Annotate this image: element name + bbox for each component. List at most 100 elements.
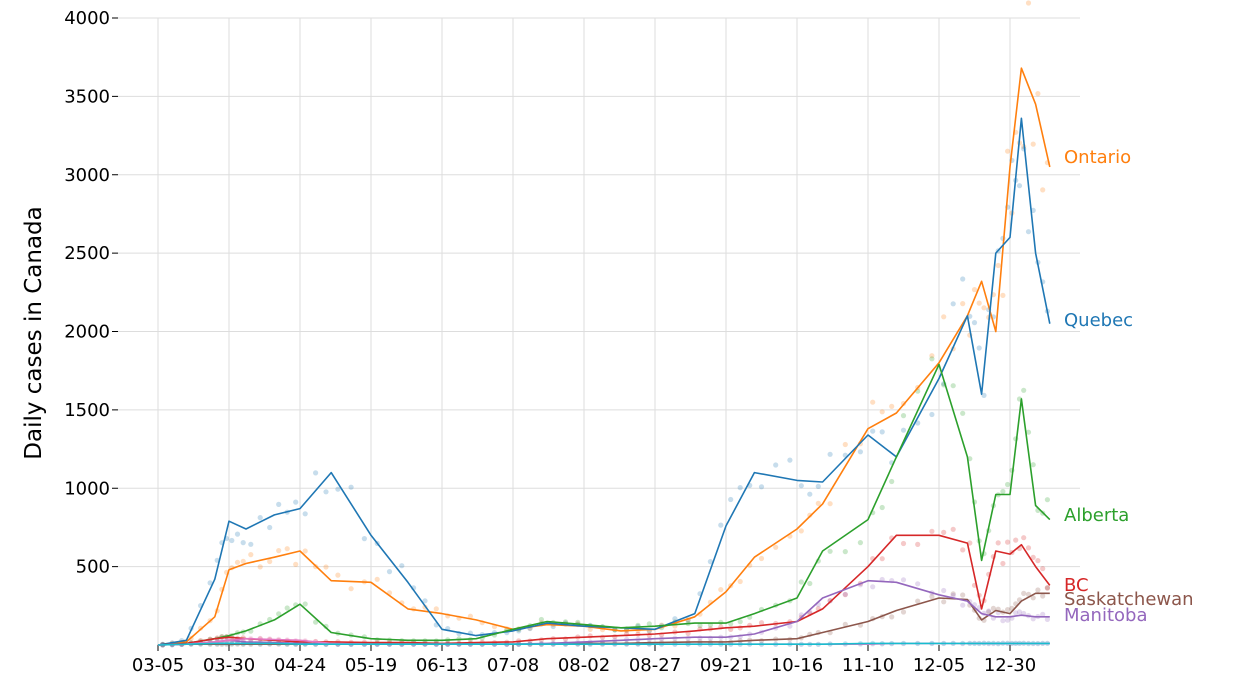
scatter-point: [807, 580, 813, 587]
scatter-point: [773, 462, 779, 468]
scatter-point: [1000, 488, 1006, 495]
scatter-point: [798, 528, 804, 534]
scatter-point: [900, 540, 907, 547]
series-label-manitoba: Manitoba: [1064, 605, 1148, 626]
scatter-point: [1030, 554, 1036, 561]
scatter-point: [1025, 429, 1032, 435]
scatter-point: [967, 540, 973, 546]
scatter-point: [1040, 611, 1046, 618]
scatter-point: [1035, 558, 1041, 564]
scatter-point: [257, 515, 263, 521]
x-tick-label: 09-21: [700, 655, 752, 676]
scatter-point: [422, 598, 428, 604]
scatter-point: [929, 528, 935, 534]
y-tick-label: 4000: [64, 8, 110, 29]
scatter-point: [950, 383, 956, 389]
x-tick-label: 05-19: [345, 655, 397, 676]
scatter-point: [986, 609, 992, 615]
scatter-point: [960, 276, 966, 282]
grid: [118, 17, 1080, 645]
scatter-point: [737, 485, 743, 491]
y-tick-label: 500: [76, 557, 110, 578]
scatter-point: [900, 577, 907, 583]
x-tick-label: 08-27: [629, 655, 681, 676]
scatter-point: [900, 427, 907, 433]
x-tick-label: 03-05: [132, 655, 184, 676]
scatter-point: [1044, 585, 1050, 591]
scatter-point: [1040, 566, 1046, 572]
scatter-point: [889, 614, 895, 620]
scatter-point: [960, 410, 966, 416]
scatter-point: [234, 531, 241, 537]
scatter-point: [1035, 587, 1041, 593]
scatter-point: [1005, 617, 1011, 623]
series-lines: [157, 67, 1051, 646]
scatter-point: [718, 587, 724, 593]
series-label-alberta: Alberta: [1064, 505, 1129, 526]
scatter-point: [1044, 497, 1050, 503]
scatter-point: [1030, 595, 1036, 601]
scatter-point: [433, 606, 439, 612]
scatter-point: [276, 548, 282, 554]
scatter-point: [1035, 91, 1041, 97]
scatter-point: [889, 478, 895, 485]
scatter-point: [302, 601, 308, 607]
scatter-point: [284, 605, 290, 611]
scatter-point: [950, 591, 956, 597]
scatter-point: [1025, 229, 1032, 235]
scatter-point: [538, 616, 545, 623]
scatter-point: [323, 564, 329, 570]
scatter-point: [1005, 148, 1011, 154]
scatter-point: [870, 428, 876, 434]
scatter-point: [248, 541, 254, 547]
scatter-point: [981, 392, 987, 398]
scatter-point: [737, 578, 743, 585]
scatter-point: [240, 540, 246, 546]
scatter-point: [646, 621, 652, 627]
series-label-bc: BC: [1064, 575, 1089, 596]
scatter-point: [950, 526, 956, 532]
scatter-point: [1005, 539, 1011, 545]
scatter-point: [986, 608, 992, 614]
y-tick-label: 3500: [64, 86, 110, 107]
scatter-point: [240, 558, 246, 564]
scatter-point: [248, 552, 254, 558]
scatter-point: [1016, 609, 1023, 615]
scatter-point: [1025, 0, 1032, 6]
series-line-quebec: [157, 117, 1051, 646]
scatter-point: [707, 635, 714, 641]
scatter-point: [361, 536, 367, 542]
scatter-point: [929, 594, 935, 600]
scatter-point: [1044, 616, 1050, 623]
scatter-point: [879, 504, 885, 511]
y-tick-label: 2500: [64, 243, 110, 264]
scatter-point: [348, 484, 354, 490]
scatter-point: [950, 592, 956, 599]
scatter-point: [1016, 183, 1023, 189]
scatter-point: [842, 621, 848, 627]
scatter-point: [1013, 537, 1019, 543]
x-tick-label: 06-13: [416, 655, 468, 676]
scatter-point: [284, 546, 290, 552]
scatter-point: [1005, 481, 1011, 488]
scatter-point: [302, 548, 308, 554]
scatter-point: [587, 626, 593, 633]
scatter-point: [929, 356, 935, 362]
scatter-point: [335, 572, 341, 578]
y-tick-label: 1500: [64, 400, 110, 421]
scatter-point: [1000, 292, 1006, 298]
scatter-point: [1000, 618, 1006, 624]
scatter-point: [293, 561, 299, 568]
scatter-layer: [160, 0, 1050, 648]
x-tick-label: 10-16: [771, 655, 823, 676]
scatter-point: [1030, 462, 1036, 468]
scatter-point: [707, 559, 714, 565]
scatter-point: [857, 540, 864, 546]
scatter-point: [773, 544, 779, 550]
scatter-point: [1030, 616, 1036, 622]
scatter-point: [941, 314, 947, 320]
scatter-point: [960, 301, 966, 307]
scatter-point: [758, 620, 765, 626]
scatter-point: [787, 457, 793, 463]
scatter-point: [374, 576, 380, 582]
